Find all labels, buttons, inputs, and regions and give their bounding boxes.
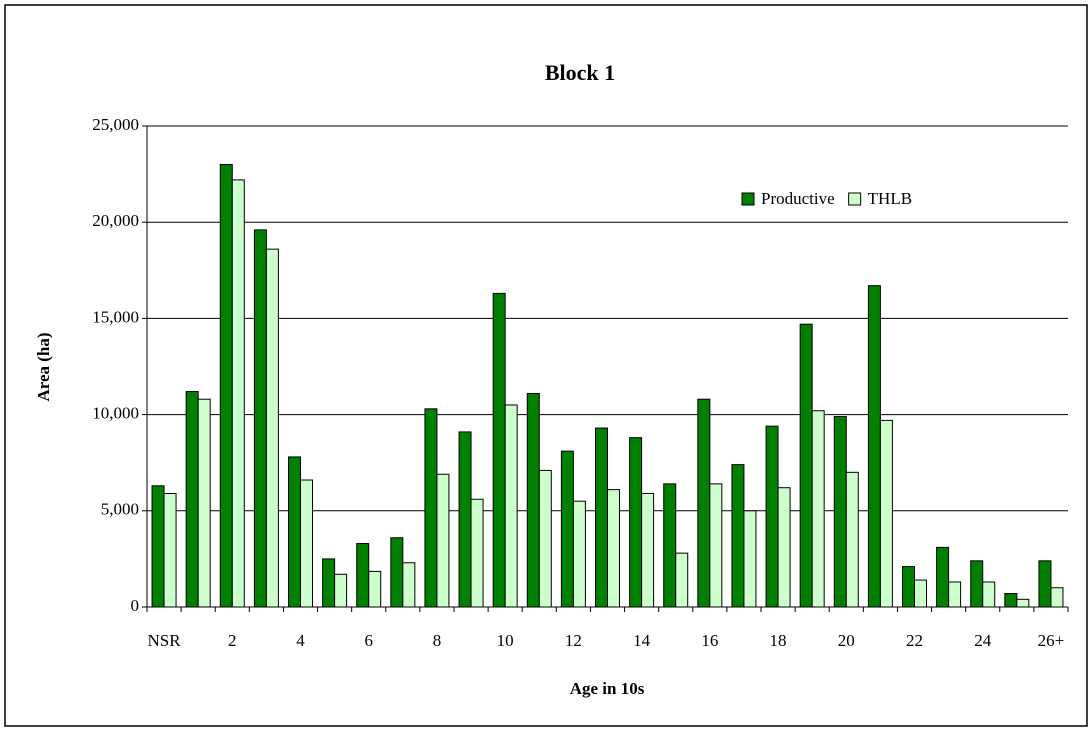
- bar: [777, 487, 791, 608]
- bar: [982, 581, 996, 608]
- bar: [185, 391, 199, 608]
- y-tick-label: 0: [131, 596, 140, 615]
- bar: [970, 560, 984, 608]
- x-tick-label: 20: [838, 631, 855, 650]
- bar: [334, 573, 348, 608]
- bar: [936, 546, 950, 608]
- legend-label: Productive: [761, 189, 835, 208]
- bar: [607, 489, 620, 608]
- bar: [219, 163, 233, 608]
- legend-swatch: [741, 192, 755, 206]
- x-tick-label: 16: [701, 631, 718, 650]
- bar: [867, 285, 881, 608]
- y-tick-label: 5,000: [101, 500, 139, 519]
- bar: [948, 581, 962, 608]
- bar: [197, 398, 211, 608]
- chart-frame: [4, 4, 1088, 727]
- bar: [368, 570, 382, 608]
- bar: [833, 416, 847, 608]
- bar: [288, 456, 301, 608]
- bar: [526, 392, 540, 608]
- bar: [1038, 560, 1052, 608]
- bar: [265, 248, 279, 608]
- bar: [811, 410, 825, 608]
- x-tick-label: 8: [433, 631, 442, 650]
- bar: [663, 483, 677, 608]
- x-tick-label: NSR: [148, 631, 182, 650]
- bar: [151, 485, 165, 608]
- y-axis-label: Area (ha): [34, 332, 53, 401]
- bar: [595, 427, 608, 608]
- y-tick-label: 10,000: [92, 404, 139, 423]
- bar: [322, 558, 336, 608]
- bar: [765, 425, 779, 608]
- legend-label: THLB: [868, 189, 912, 208]
- y-tick-label: 15,000: [92, 307, 139, 326]
- bar: [675, 552, 689, 608]
- x-tick-label: 14: [633, 631, 651, 650]
- y-tick-label: 20,000: [92, 211, 139, 230]
- bar: [641, 492, 655, 608]
- bar: [538, 469, 552, 608]
- y-tick-label: 25,000: [92, 115, 139, 134]
- x-tick-label: 12: [565, 631, 582, 650]
- bar: [799, 323, 813, 608]
- bar: [709, 483, 723, 608]
- bar: [697, 398, 711, 608]
- bar: [743, 510, 757, 608]
- bar: [629, 437, 643, 608]
- bar: [356, 543, 370, 608]
- bar: [163, 492, 177, 608]
- bar: [731, 464, 745, 608]
- bar: [1004, 593, 1018, 608]
- bar: [845, 471, 859, 608]
- bar: [458, 431, 472, 608]
- bar: [402, 562, 416, 608]
- bar: [424, 408, 438, 608]
- bar: [1016, 598, 1030, 608]
- x-tick-label: 18: [770, 631, 787, 650]
- bar: [253, 229, 267, 608]
- bar: [390, 537, 404, 608]
- bar: [902, 566, 915, 608]
- x-tick-label: 6: [364, 631, 373, 650]
- bar: [1050, 587, 1064, 608]
- x-tick-label: 24: [974, 631, 992, 650]
- x-tick-label: 26+: [1038, 631, 1065, 650]
- bar: [231, 179, 245, 608]
- bar: [572, 500, 586, 608]
- bar: [914, 579, 927, 608]
- legend-swatch: [848, 192, 862, 206]
- x-tick-label: 2: [228, 631, 237, 650]
- bar: [436, 473, 450, 608]
- bar: [504, 404, 518, 608]
- chart-title: Block 1: [545, 60, 615, 85]
- x-tick-label: 10: [497, 631, 514, 650]
- x-axis-label: Age in 10s: [570, 679, 645, 698]
- x-tick-label: 22: [906, 631, 923, 650]
- bar: [879, 419, 893, 608]
- bar: [492, 292, 506, 608]
- x-tick-label: 4: [296, 631, 305, 650]
- bar: [560, 450, 574, 608]
- bar: [300, 479, 313, 608]
- bar: [470, 498, 484, 608]
